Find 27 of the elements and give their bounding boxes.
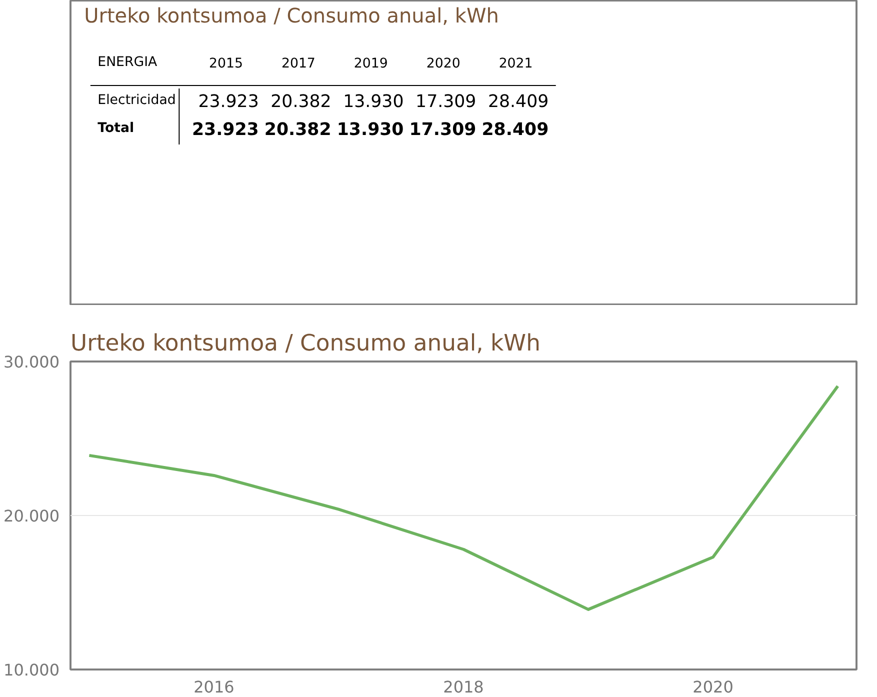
data-label: 28.409 bbox=[488, 92, 549, 112]
data-label: 20.382 bbox=[264, 120, 332, 140]
text: Urteko kontsumoa / Consumo anual, kWh bbox=[84, 4, 499, 28]
line-series bbox=[88, 384, 840, 611]
category-label: 2015 bbox=[209, 56, 243, 72]
data-label: 23.923 bbox=[192, 120, 259, 140]
category-label: 2019 bbox=[354, 56, 388, 72]
data-label: 13.930 bbox=[336, 120, 404, 140]
category-label: 2017 bbox=[281, 56, 316, 72]
text: Total bbox=[98, 121, 134, 136]
data-label: 17.309 bbox=[416, 92, 476, 112]
x-tick-label: 2018 bbox=[443, 678, 484, 696]
data-label: 13.930 bbox=[343, 92, 404, 112]
data-label: 20.382 bbox=[270, 92, 332, 112]
x-tick-label: 2016 bbox=[194, 678, 234, 696]
text: Electricidad bbox=[98, 93, 176, 108]
category-label: 2020 bbox=[426, 56, 460, 72]
data-label: 28.409 bbox=[482, 120, 549, 140]
data-label: 23.923 bbox=[198, 92, 259, 112]
y-tick-label: 10.000 bbox=[4, 660, 60, 680]
x-tick-label: 2020 bbox=[692, 678, 734, 696]
chart-title: Urteko kontsumoa / Consumo anual, kWh bbox=[70, 330, 540, 356]
legend-title: ENERGIA bbox=[98, 55, 158, 70]
data-label: 17.309 bbox=[409, 120, 476, 140]
category-label: 2021 bbox=[498, 56, 533, 72]
y-tick-label: 30.000 bbox=[4, 352, 60, 372]
y-tick-label: 20.000 bbox=[4, 506, 60, 526]
